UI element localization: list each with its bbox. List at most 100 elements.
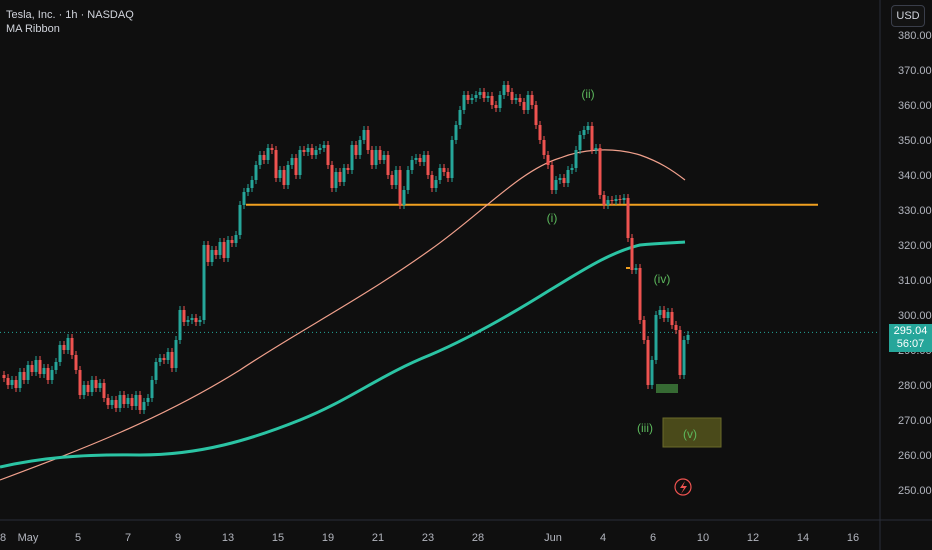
candle-body bbox=[10, 380, 14, 385]
candle-body bbox=[130, 398, 134, 406]
candle-body bbox=[222, 242, 226, 258]
candle-body bbox=[382, 155, 386, 160]
candle-body bbox=[442, 168, 446, 172]
last-price: 295.04 bbox=[893, 325, 928, 337]
candle-body bbox=[422, 155, 426, 162]
candle-body bbox=[106, 398, 110, 405]
y-tick-label: 340.00 bbox=[898, 170, 932, 182]
y-tick-label: 270.00 bbox=[898, 415, 932, 427]
indicator-label: MA Ribbon bbox=[6, 23, 60, 35]
candle-body bbox=[110, 400, 114, 405]
ma-fast-line bbox=[0, 149, 686, 481]
candle-body bbox=[666, 312, 670, 318]
candle-body bbox=[410, 160, 414, 170]
candle-body bbox=[62, 345, 66, 350]
candle-body bbox=[274, 150, 278, 178]
candle-body bbox=[350, 145, 354, 170]
candle-body bbox=[554, 180, 558, 190]
candle-body bbox=[426, 155, 430, 175]
y-tick-label: 360.00 bbox=[898, 100, 932, 112]
candle-body bbox=[506, 85, 510, 92]
lightning-icon-ring bbox=[674, 478, 692, 496]
candle-body bbox=[654, 315, 658, 360]
candle-body bbox=[118, 395, 122, 408]
candle-body bbox=[202, 245, 206, 320]
candle-body bbox=[470, 98, 474, 100]
x-tick-label: 6 bbox=[650, 532, 656, 544]
candle-body bbox=[214, 250, 218, 255]
candle-body bbox=[638, 268, 642, 320]
candle-body bbox=[70, 338, 74, 355]
candle-body bbox=[98, 383, 102, 388]
candle-body bbox=[598, 148, 602, 195]
candle-body bbox=[190, 318, 194, 320]
candle-body bbox=[450, 140, 454, 178]
candle-body bbox=[390, 175, 394, 185]
x-tick-label: 10 bbox=[697, 532, 709, 544]
candle-body bbox=[394, 170, 398, 185]
candle-body bbox=[430, 175, 434, 188]
candle-body bbox=[302, 150, 306, 152]
y-tick-label: 300.00 bbox=[898, 310, 932, 322]
candle-body bbox=[278, 170, 282, 178]
candle-body bbox=[330, 165, 334, 188]
candle-body bbox=[546, 155, 550, 165]
candle-body bbox=[318, 148, 322, 150]
candle-body bbox=[314, 150, 318, 155]
candle-body bbox=[634, 268, 638, 270]
candle-body bbox=[402, 190, 406, 205]
y-tick-label: 350.00 bbox=[898, 135, 932, 147]
candle-body bbox=[570, 168, 574, 170]
candle-body bbox=[294, 158, 298, 175]
candle-body bbox=[682, 340, 686, 375]
candle-body bbox=[182, 310, 186, 322]
candle-body bbox=[378, 150, 382, 160]
x-tick-label: 4 bbox=[600, 532, 606, 544]
candle-body bbox=[334, 172, 338, 188]
chart-header: Tesla, Inc. · 1h · NASDAQ MA Ribbon bbox=[6, 8, 134, 36]
candle-body bbox=[446, 172, 450, 178]
x-tick-label: 18 bbox=[0, 532, 6, 544]
candle-body bbox=[494, 105, 498, 108]
candle-body bbox=[658, 310, 662, 315]
y-tick-label: 320.00 bbox=[898, 240, 932, 252]
candle-body bbox=[206, 245, 210, 262]
candle-body bbox=[642, 320, 646, 340]
candle-body bbox=[166, 352, 170, 360]
candle-body bbox=[618, 199, 622, 200]
candle-body bbox=[26, 365, 30, 380]
candle-body bbox=[486, 96, 490, 98]
candle-body bbox=[226, 240, 230, 258]
candle-body bbox=[266, 148, 270, 160]
y-tick-label: 380.00 bbox=[898, 30, 932, 42]
x-tick-label: Jun bbox=[544, 532, 562, 544]
x-tick-label: 23 bbox=[422, 532, 434, 544]
candle-body bbox=[462, 95, 466, 110]
candle-body bbox=[74, 355, 78, 370]
x-tick-label: 16 bbox=[847, 532, 859, 544]
candle-body bbox=[602, 195, 606, 205]
candle-body bbox=[434, 180, 438, 188]
candle-body bbox=[174, 340, 178, 368]
candle-body bbox=[142, 402, 146, 410]
candle-body bbox=[518, 98, 522, 102]
candle-body bbox=[590, 126, 594, 150]
candle-body bbox=[258, 155, 262, 165]
candle-body bbox=[18, 372, 22, 388]
y-tick-label: 280.00 bbox=[898, 380, 932, 392]
currency-button[interactable]: USD bbox=[891, 5, 925, 27]
candle-body bbox=[338, 172, 342, 182]
y-tick-label: 250.00 bbox=[898, 485, 932, 497]
wave-label: (i) bbox=[547, 211, 558, 225]
candle-body bbox=[14, 380, 18, 388]
x-tick-label: 9 bbox=[175, 532, 181, 544]
candle-body bbox=[626, 198, 630, 238]
x-tick-label: 13 bbox=[222, 532, 234, 544]
wave-label: (ii) bbox=[581, 87, 594, 101]
candle-body bbox=[114, 400, 118, 408]
target-marker bbox=[656, 384, 678, 393]
candle-body bbox=[630, 238, 634, 270]
candle-body bbox=[474, 95, 478, 98]
candle-body bbox=[38, 360, 42, 374]
